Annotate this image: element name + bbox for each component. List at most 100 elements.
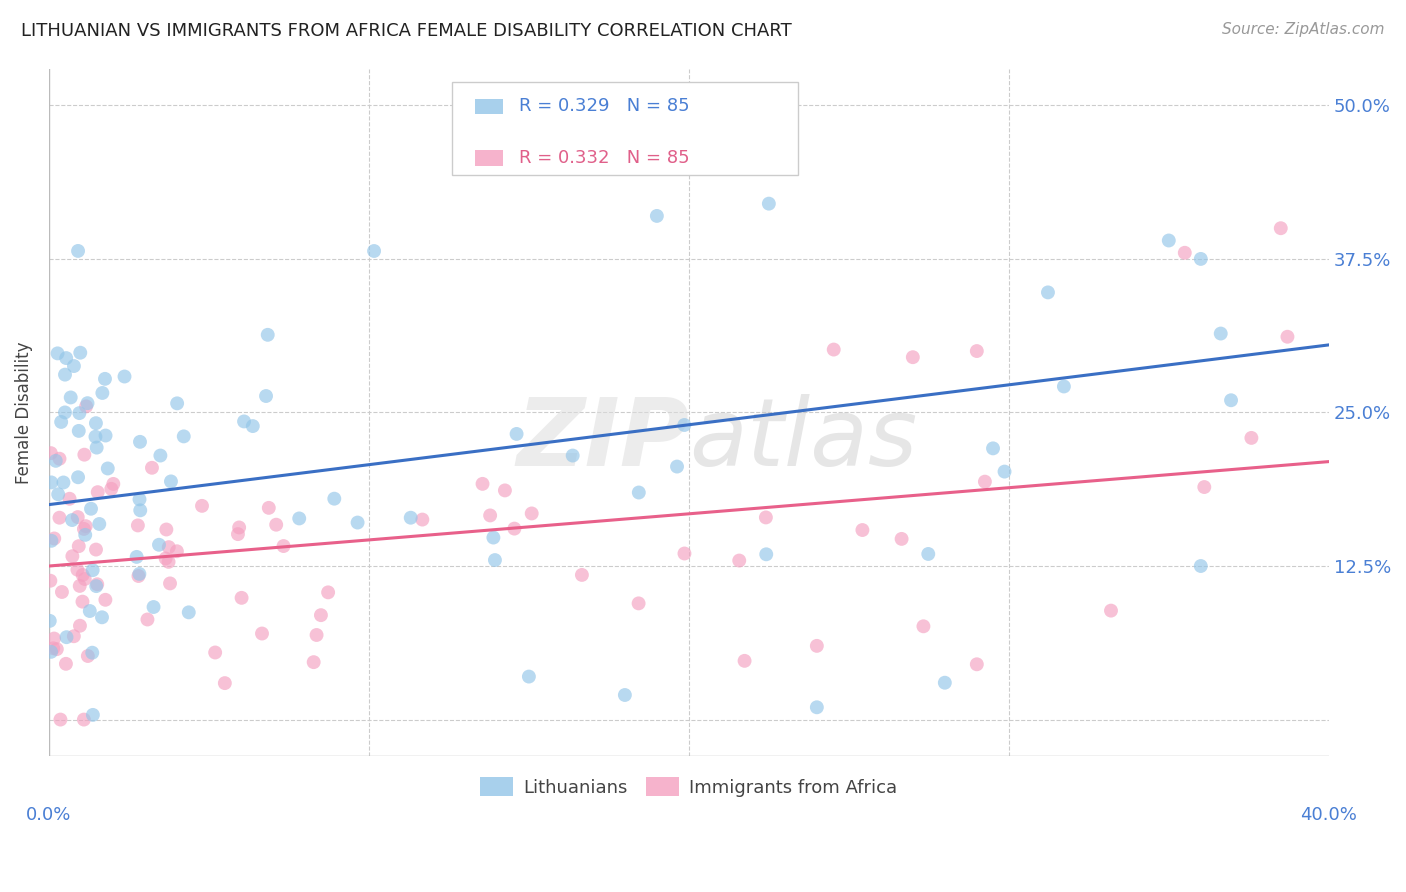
Point [411,512,433,526]
Point [142,600,165,615]
Point [51,585,73,599]
Point [149,449,172,463]
Point [1157,234,1180,248]
Point [228,520,250,534]
Point [73,522,96,536]
Point [901,350,924,364]
Point [48,510,70,524]
Point [755,547,778,561]
Point [127,518,149,533]
Point [471,476,494,491]
Point [59,391,82,405]
Text: LITHUANIAN VS IMMIGRANTS FROM AFRICA FEMALE DISABILITY CORRELATION CHART: LITHUANIAN VS IMMIGRANTS FROM AFRICA FEM… [21,22,792,40]
Point [191,499,214,513]
Point [288,511,311,525]
Point [73,572,96,586]
Point [1053,379,1076,393]
Point [627,485,650,500]
Point [129,503,152,517]
Text: atlas: atlas [689,394,917,485]
Point [60,549,83,564]
Point [114,369,136,384]
Point [517,669,540,683]
Point [582,135,605,149]
Point [242,419,264,434]
Point [851,523,873,537]
Point [67,244,90,258]
Point [934,675,956,690]
Point [264,517,287,532]
Point [60,513,83,527]
Point [84,430,107,444]
Point [45,642,67,657]
Point [166,396,188,410]
Text: R = 0.329   N = 85: R = 0.329 N = 85 [519,97,689,115]
Point [46,346,69,360]
Point [76,648,98,663]
Point [136,612,159,626]
Point [561,449,583,463]
Point [966,344,988,359]
Point [1209,326,1232,341]
Point [159,576,181,591]
Point [46,487,69,501]
Point [86,577,108,591]
Point [55,657,77,671]
Point [1194,480,1216,494]
Point [627,596,650,610]
Point [166,544,188,558]
Point [66,563,89,577]
Point [82,563,104,577]
Point [571,568,593,582]
Point [157,540,180,554]
Point [52,475,75,490]
Point [273,539,295,553]
Point [66,510,89,524]
Point [363,244,385,258]
Bar [475,99,503,114]
Point [38,614,60,628]
Point [1189,559,1212,574]
Point [823,343,845,357]
Point [482,531,505,545]
Point [94,372,117,386]
Point [993,465,1015,479]
Point [346,516,368,530]
Point [75,528,97,542]
Point [72,568,94,582]
Point [44,532,66,546]
Point [673,547,696,561]
Point [157,555,180,569]
Point [1099,604,1122,618]
Point [204,645,226,659]
Point [806,639,828,653]
Point [67,470,90,484]
Point [160,475,183,489]
Point [84,579,107,593]
Point [42,632,65,646]
Point [758,196,780,211]
Point [53,368,76,382]
Point [100,482,122,496]
Point [399,510,422,524]
Point [91,610,114,624]
Point [80,501,103,516]
Point [973,475,995,489]
Point [49,415,72,429]
Point [734,654,756,668]
Point [39,475,62,490]
Point [1220,393,1243,408]
Point [673,417,696,432]
FancyBboxPatch shape [453,82,797,175]
Point [309,608,332,623]
Point [141,460,163,475]
Point [91,386,114,401]
Point [645,209,668,223]
Point [231,591,253,605]
Point [890,532,912,546]
Point [86,441,108,455]
Point [127,569,149,583]
Point [912,619,935,633]
Text: 40.0%: 40.0% [1301,805,1357,823]
Point [76,396,98,410]
